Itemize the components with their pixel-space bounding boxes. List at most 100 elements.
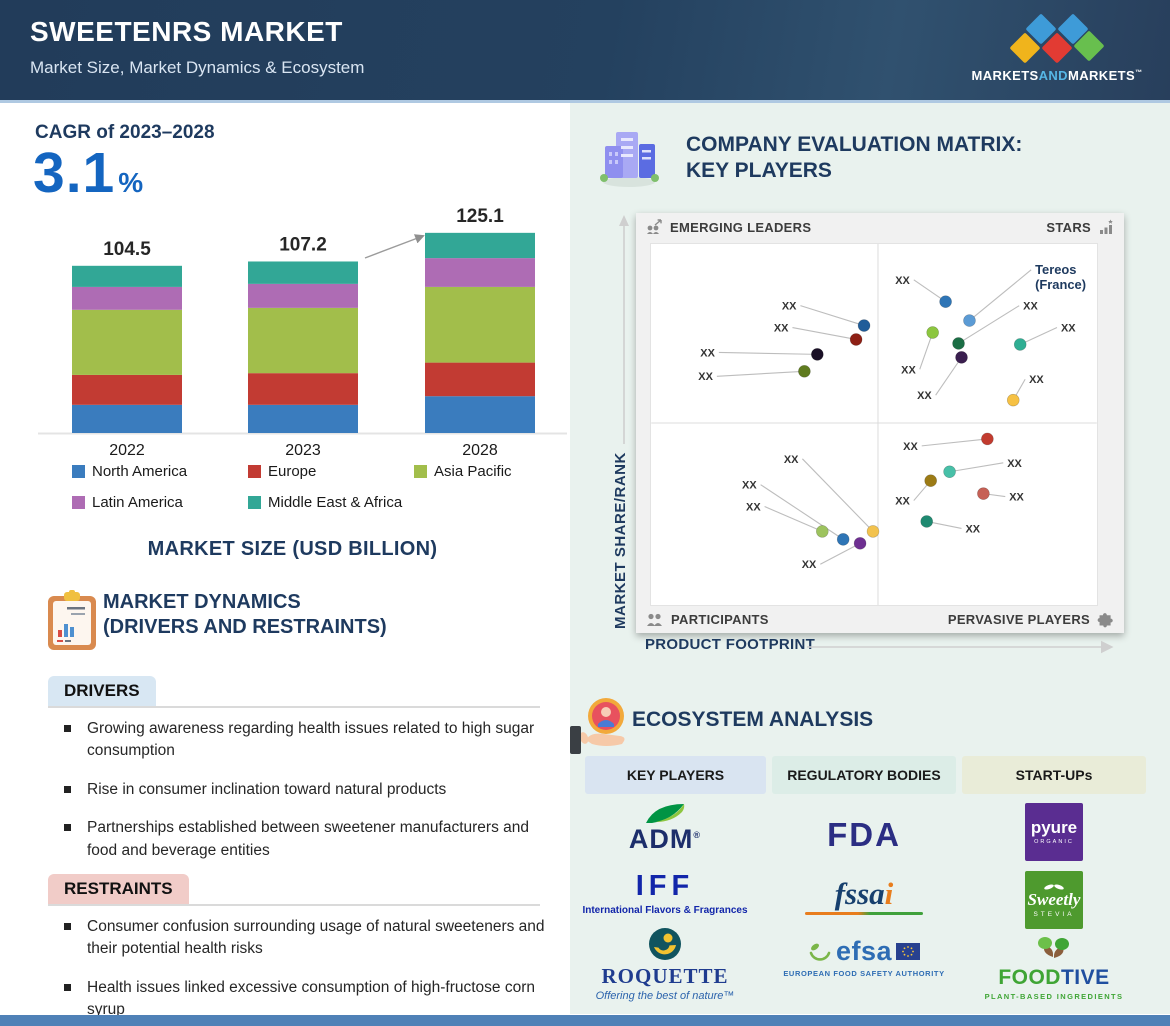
bar-segment (72, 404, 182, 433)
quadrant-label-stars: STARS (1046, 219, 1091, 235)
scatter-point (1006, 393, 1020, 407)
pyure-wordmark: pyure (1030, 818, 1078, 837)
y-axis-arrow (619, 215, 629, 444)
scatter-point (955, 351, 968, 364)
legend-item-mea: Middle East & Africa (248, 494, 402, 511)
person-in-hand-icon (579, 698, 625, 746)
point-callout-line (949, 462, 1004, 473)
iff-subtitle: International Flavors & Fragrances (582, 905, 748, 916)
restraints-rule (48, 904, 540, 906)
bar-total-label: 107.2 (279, 234, 327, 255)
placeholder-label: XX (698, 371, 713, 383)
header-divider (0, 100, 1170, 103)
scatter-point (853, 537, 867, 550)
placeholder-label: XX (742, 480, 757, 492)
bullet-item: Rise in consumer inclination toward natu… (62, 779, 558, 801)
sweetly-wordmark: Sweetly (1027, 889, 1081, 909)
adm-leaf-icon (646, 804, 685, 823)
point-callout-line (913, 279, 946, 303)
scatter-plot: XX XX XX XX XX Tereos (France) XX XX XX XX XX XX XX XX… (651, 244, 1097, 605)
bar-segment (425, 396, 535, 433)
bar-segment (72, 265, 182, 287)
page-subtitle: Market Size, Market Dynamics & Ecosystem (30, 58, 365, 77)
x-axis-label: PRODUCT FOOTPRINT (645, 636, 816, 653)
legend-label: Latin America (92, 494, 183, 511)
legend-label: Europe (268, 463, 317, 480)
bar-total-label: 104.5 (103, 239, 151, 260)
brand-wordmark: MARKETSANDMARKETS™ (971, 68, 1143, 83)
bar-category-label: 2028 (462, 442, 498, 459)
phone-strip-icon (570, 726, 581, 754)
bullet-item: Partnerships established between sweeten… (62, 817, 558, 862)
point-callout-line (935, 357, 962, 396)
adm-wordmark: ADM® (628, 824, 702, 854)
ecosystem-column-start-ups: START-UPs (962, 756, 1146, 794)
logo-pyure: pyure ORGANIC (965, 803, 1143, 861)
bar-segment (425, 258, 535, 287)
bullet-text: Rise in consumer inclination toward natu… (87, 780, 447, 798)
people-trend-icon (647, 219, 662, 234)
scatter-point (952, 337, 965, 350)
bar-segment (425, 232, 535, 259)
bar-segment (248, 373, 358, 405)
placeholder-label: XX (784, 454, 799, 466)
pyure-subtitle: ORGANIC (1034, 839, 1074, 845)
market-dynamics-title: MARKET DYNAMICS (DRIVERS AND RESTRAINTS) (103, 590, 387, 640)
logo-fda: FDA (775, 816, 953, 854)
market-size-bar-chart: 104.5 2022 107.2 2023 125.1 2028 (38, 206, 567, 459)
bar-segment (248, 283, 358, 308)
scatter-point (798, 365, 811, 378)
legend-item-europe: Europe (248, 463, 316, 480)
y-axis-label: MARKET SHARE/RANK (612, 452, 629, 630)
placeholder-label: XX (782, 301, 797, 313)
sweetly-leaves-icon (1044, 883, 1064, 890)
evaluation-matrix-title: COMPANY EVALUATION MATRIX: KEY PLAYERS (686, 132, 1022, 184)
point-callout-line (802, 458, 874, 532)
quadrant-label-emerging-leaders: EMERGING LEADERS (670, 219, 812, 235)
drivers-header: DRIVERS (48, 676, 156, 706)
scatter-point (849, 333, 863, 346)
scatter-point (920, 515, 933, 528)
placeholder-label: XX (802, 559, 817, 571)
roquette-wordmark: ROQUETTE (601, 964, 729, 988)
matrix-bottom-band: PARTICIPANTS PERVASIVE PLAYERS (636, 606, 1124, 633)
bar-segment (248, 307, 358, 374)
placeholder-label: XX (700, 347, 715, 359)
scatter-point (857, 319, 871, 332)
pyure-tile: pyure ORGANIC (1025, 803, 1083, 861)
efsa-wordmark: efsa (835, 936, 893, 966)
point-callout-line (760, 484, 844, 540)
fooditive-subtitle: PLANT-BASED INGREDIENTS (984, 992, 1124, 1001)
bar-segment (72, 309, 182, 375)
fooditive-wordmark: FOOD TIVE (998, 966, 1110, 989)
legend-swatch (248, 496, 261, 509)
bullet-square-icon (64, 785, 71, 793)
scatter-point (943, 465, 956, 479)
legend-swatch (72, 496, 85, 509)
market-dynamics-title-line1: MARKET DYNAMICS (103, 591, 301, 613)
evaluation-matrix-title-line2: KEY PLAYERS (686, 159, 832, 182)
point-callout-line (800, 305, 865, 327)
bar-total-label: 125.1 (456, 206, 504, 227)
bullet-square-icon (64, 923, 71, 930)
point-callout-line (921, 438, 988, 447)
placeholder-label: XX (1007, 458, 1022, 470)
efsa-leaf-swoosh-icon (809, 943, 831, 961)
eu-flag-icon (896, 943, 921, 960)
legend-item-latin-america: Latin America (72, 494, 183, 511)
fssai-wordmark: fssai (834, 876, 894, 911)
bar-segment (248, 261, 358, 284)
legend-label: North America (92, 463, 188, 480)
scatter-point (926, 326, 939, 339)
quadrant-label-pervasive-players: PERVASIVE PLAYERS (947, 612, 1090, 627)
matrix-top-band: EMERGING LEADERS STARS (636, 213, 1124, 241)
placeholder-label: XX (1061, 323, 1076, 335)
ecosystem-title: ECOSYSTEM ANALYSIS (632, 708, 874, 731)
point-callout-line (792, 326, 857, 341)
restraints-header: RESTRAINTS (48, 874, 189, 904)
point-callout-line (718, 351, 818, 355)
bar-segment (72, 286, 182, 310)
bullet-item: Health issues linked excessive consumpti… (62, 977, 558, 1022)
legend-swatch (414, 465, 427, 478)
